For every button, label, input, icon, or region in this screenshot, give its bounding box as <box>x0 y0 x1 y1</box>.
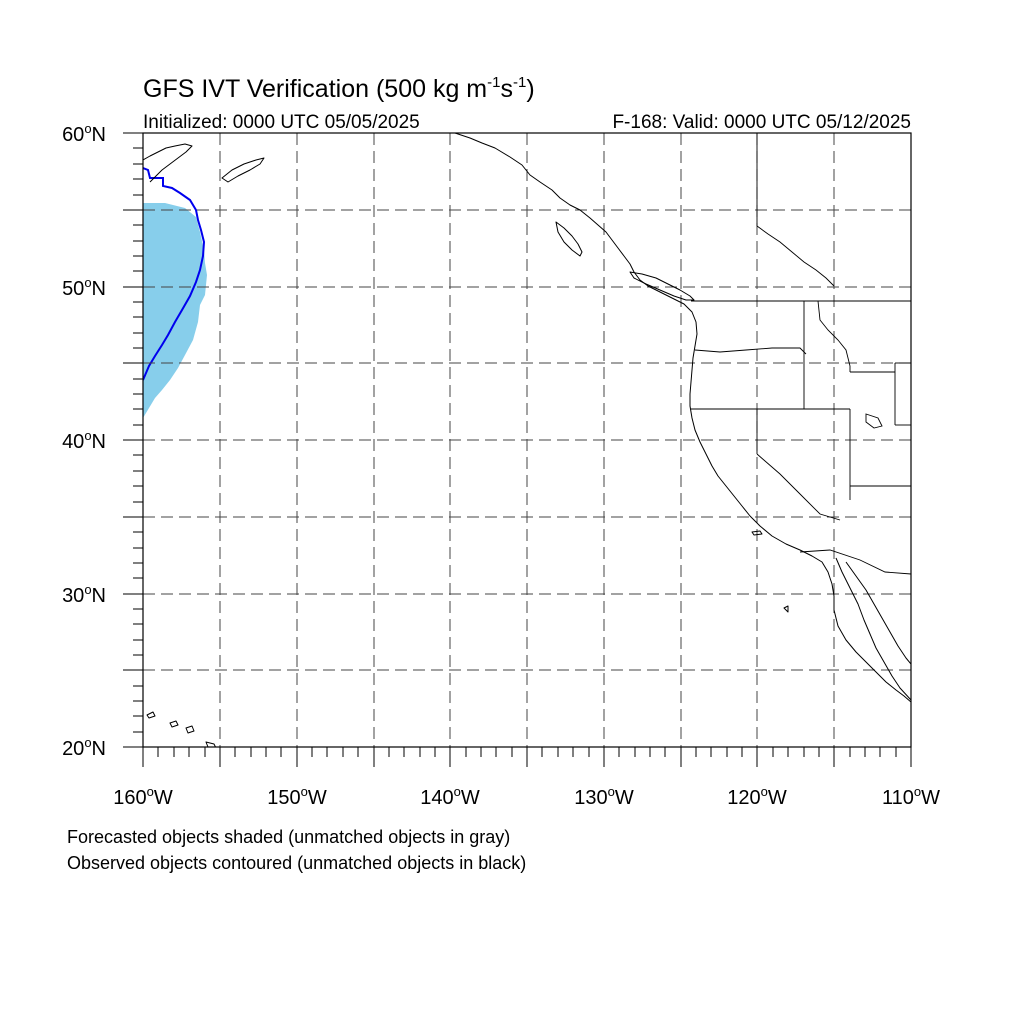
gulf-of-california-coast <box>845 561 911 665</box>
gridlines <box>143 133 911 747</box>
map-canvas <box>143 133 911 747</box>
lat-axis-ticks <box>123 132 143 748</box>
lat-label-60: 60oN <box>62 121 106 146</box>
lon-label-130: 130oW <box>574 784 634 809</box>
init-time-label: Initialized: 0000 UTC 05/05/2025 <box>143 112 420 133</box>
channel-islands <box>751 530 789 613</box>
lat-label-20: 20oN <box>62 735 106 760</box>
political-borders <box>691 133 911 575</box>
lon-label-120: 120oW <box>727 784 787 809</box>
forecast-note: Forecasted objects shaded (unmatched obj… <box>67 827 510 847</box>
observed-ivt-contour <box>143 167 206 381</box>
valid-time-label: F-168: Valid: 0000 UTC 05/12/2025 <box>612 112 911 133</box>
baja-peninsula-coast <box>835 557 911 701</box>
lon-label-140: 140oW <box>420 784 480 809</box>
north-america-coastline <box>454 133 911 703</box>
alaska-coast <box>143 143 193 183</box>
forecast-ivt-object <box>143 203 207 418</box>
vancouver-island <box>629 271 695 301</box>
hawaii-islands <box>146 711 217 747</box>
lon-axis-ticks <box>142 747 912 767</box>
lat-label-40: 40oN <box>62 428 106 453</box>
lon-label-150: 150oW <box>267 784 327 809</box>
alaska-islands <box>221 157 265 183</box>
observed-note: Observed objects contoured (unmatched ob… <box>67 853 526 873</box>
lat-label-50: 50oN <box>62 275 106 300</box>
lon-label-110: 110oW <box>882 784 940 809</box>
bc-islands <box>555 221 583 257</box>
figure-title: GFS IVT Verification (500 kg m-1s-1) <box>143 74 535 103</box>
lon-label-160: 160oW <box>113 784 173 809</box>
lat-label-30: 30oN <box>62 582 106 607</box>
